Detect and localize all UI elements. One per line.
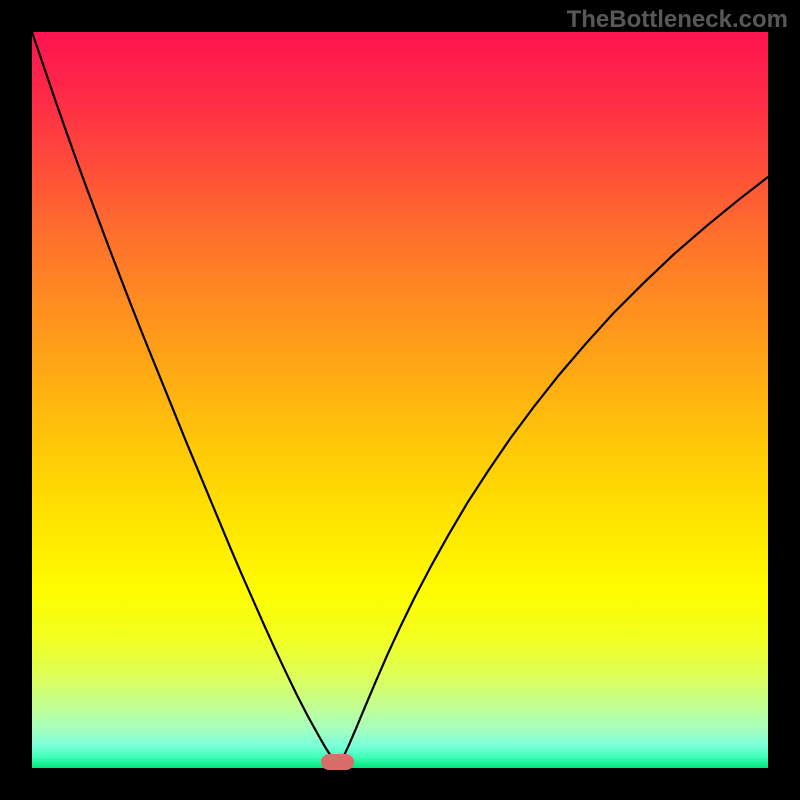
watermark-text: TheBottleneck.com [567, 6, 788, 34]
bottleneck-curve [32, 32, 768, 768]
chart-container: TheBottleneck.com [0, 0, 800, 800]
optimum-marker [321, 754, 354, 770]
plot-area [32, 32, 768, 768]
